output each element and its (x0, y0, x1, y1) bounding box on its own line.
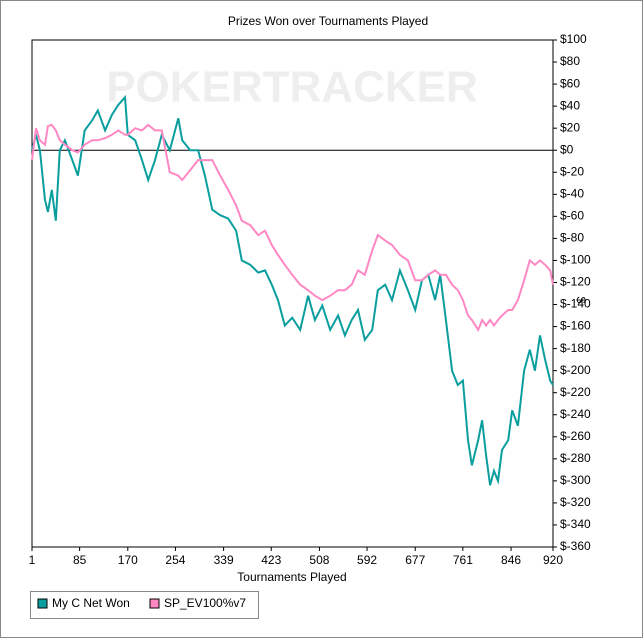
y-tick-label: $-300 (560, 473, 591, 487)
series-line (31, 94, 554, 486)
plot-area (31, 39, 554, 548)
x-tick-label: 254 (165, 553, 185, 567)
x-tick-label: 508 (309, 553, 329, 567)
legend-swatch (37, 598, 48, 609)
legend-swatch (149, 598, 160, 609)
y-tick-label: $-20 (560, 164, 584, 178)
y-tick-label: $-260 (560, 429, 591, 443)
y-tick-label: $-200 (560, 363, 591, 377)
legend-label: My C Net Won (52, 596, 130, 610)
chart-title: Prizes Won over Tournaments Played (228, 14, 428, 28)
y-tick-label: $-280 (560, 451, 591, 465)
y-tick-label: $-80 (560, 231, 584, 245)
series-line (31, 123, 554, 333)
y-tick-label: $-360 (560, 539, 591, 553)
x-tick-label: 920 (543, 553, 563, 567)
x-tick-label: 761 (453, 553, 473, 567)
watermark: POKERTRACKER (106, 63, 478, 112)
y-tick-label: $60 (560, 76, 580, 90)
y-tick-label: $-100 (560, 253, 591, 267)
x-tick-label: 677 (405, 553, 425, 567)
x-tick-label: 846 (501, 553, 521, 567)
y-tick-label: $-120 (560, 275, 591, 289)
y-tick-label: $-180 (560, 341, 591, 355)
y-tick-label: $-320 (560, 495, 591, 509)
x-tick-label: 592 (357, 553, 377, 567)
y-tick-label: $-340 (560, 517, 591, 531)
legend-label: SP_EV100%v7 (164, 596, 246, 610)
y-tick-label: $-40 (560, 186, 584, 200)
legend (30, 591, 259, 619)
y-tick-label: $-60 (560, 209, 584, 223)
y-tick-label: $-140 (560, 297, 591, 311)
y-tick-label: $0 (560, 142, 574, 156)
x-tick-label: 339 (214, 553, 234, 567)
y-tick-label: $100 (560, 32, 587, 46)
y-tick-label: $20 (560, 120, 580, 134)
y-tick-label: $-220 (560, 385, 591, 399)
x-tick-label: 423 (261, 553, 281, 567)
x-tick-label: 170 (118, 553, 138, 567)
x-tick-label: 1 (29, 553, 36, 567)
y-tick-label: $40 (560, 98, 580, 112)
x-tick-label: 85 (73, 553, 87, 567)
y-axis-label: $ (574, 297, 588, 304)
y-tick-label: $-240 (560, 407, 591, 421)
x-axis-label: Tournaments Played (237, 570, 346, 584)
y-tick-label: $-160 (560, 319, 591, 333)
y-tick-label: $80 (560, 54, 580, 68)
